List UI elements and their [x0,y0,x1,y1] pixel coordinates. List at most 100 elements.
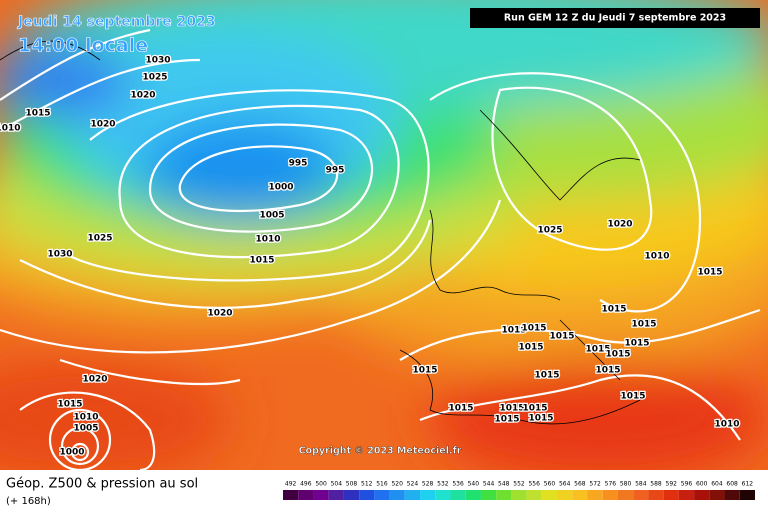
isobar-label: 1015 [521,324,546,334]
scale-swatch [359,490,375,500]
scale-swatch [328,490,344,500]
scale-label: 536 [452,481,464,488]
isobar-label: 1015 [499,404,524,414]
scale-swatch [648,490,664,500]
scale-label: 600 [696,481,708,488]
scale-swatch [724,490,740,500]
isobar-label: 1015 [522,404,547,414]
scale-label: 540 [468,481,480,488]
scale-label: 584 [635,481,647,488]
coastlines [0,40,641,425]
map-field [0,0,768,480]
scale-swatch [739,490,755,500]
isobar-label: 1020 [82,375,107,385]
scale-swatch [480,490,497,500]
isobar-label: 995 [289,159,308,169]
scale-label: 532 [437,481,449,488]
isobar-label: 1000 [268,183,293,193]
map-time: 14:00 locale [18,35,148,57]
isobar-label: 1010 [255,235,280,245]
isobar-label: 1015 [412,366,437,376]
scale-label: 548 [498,481,510,488]
scale-label: 612 [742,481,754,488]
scale-swatch [694,490,710,500]
scale-label: 508 [346,481,358,488]
scale-swatch [283,490,299,500]
scale-label: 552 [513,481,525,488]
isobar-label: 1020 [130,91,155,101]
scale-label: 492 [285,481,297,488]
isobar-label: 1015 [534,371,559,381]
scale-label: 520 [391,481,403,488]
scale-swatch [617,490,634,500]
scale-label: 596 [681,481,693,488]
isobar-label: 1015 [494,415,519,425]
scale-label: 568 [574,481,586,488]
isobar-label: 1000 [59,448,84,458]
isobar-label: 1010 [0,124,21,134]
scale-swatch [389,490,405,500]
isobar-label: 1015 [624,339,649,349]
scale-swatch [343,490,360,500]
isobar-label: 1015 [605,350,630,360]
isobar-labels: 1030 1025 1020 1015 1010 1020 995 995 1000 1005 10… [0,54,741,459]
isobar-label: 1015 [595,366,620,376]
isobar-label: 995 [326,166,345,176]
isobar-label: 1025 [537,226,562,236]
scale-swatch [633,490,649,500]
isobar-label: 1020 [90,120,115,130]
scale-label: 580 [620,481,632,488]
isobar-label: 1010 [714,420,739,430]
scale-label: 588 [650,481,662,488]
scale-label: 572 [589,481,601,488]
isobar-label: 1015 [249,256,274,266]
isobar-label: 1015 [501,326,526,336]
isobar-label: 1015 [631,320,656,330]
scale-swatch [541,490,558,500]
scale-swatch [313,490,329,500]
scale-label: 512 [361,481,373,488]
isobar-label: 1010 [73,413,98,423]
run-info: Run GEM 12 Z du Jeudi 7 septembre 2023 [504,13,726,24]
footer-lead: (+ 168h) [6,496,51,507]
scale-label: 496 [300,481,312,488]
isobar-label: 1015 [697,268,722,278]
isobar-label: 1015 [528,414,553,424]
scale-swatch [587,490,603,500]
copyright: Copyright © 2023 Meteociel.fr [299,446,462,457]
scale-label: 528 [422,481,434,488]
scale-swatch [450,490,466,500]
isobar-label: 1025 [87,234,112,244]
scale-swatch [663,490,679,500]
scale-label: 608 [726,481,738,488]
footer-title: Géop. Z500 & pression au sol [6,477,198,492]
scale-swatch [465,490,481,500]
scale-swatch [404,490,421,500]
scale-swatch [298,490,314,500]
isobar-label: 1030 [47,250,72,260]
scale-label: 556 [528,481,540,488]
scale-swatch [496,490,512,500]
scale-label: 592 [666,481,678,488]
scale-swatch [420,490,436,500]
isobar-label: 1030 [145,56,170,66]
scale-label: 504 [331,481,343,488]
scale-label: 564 [559,481,571,488]
isobar-label: 1020 [207,309,232,319]
scale-label: 516 [376,481,388,488]
isobar-label: 1005 [259,211,284,221]
isobar-label: 1015 [549,332,574,342]
map-date: Jeudi 14 septembre 2023 [17,14,216,30]
isobar-label: 1010 [644,252,669,262]
isobar-label: 1015 [57,400,82,410]
scale-swatch [435,490,451,500]
isobars [0,28,761,472]
isobar-label: 1015 [585,345,610,355]
scale-label: 576 [605,481,617,488]
scale-swatch [709,490,725,500]
isobar-label: 1015 [518,343,543,353]
scale-label: 604 [711,481,723,488]
isobar-label: 1020 [607,220,632,230]
scale-label: 560 [544,481,556,488]
